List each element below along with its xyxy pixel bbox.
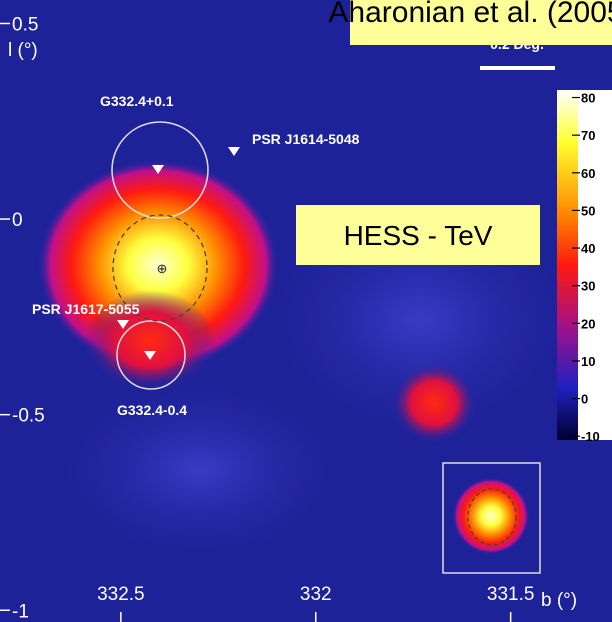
citation: Aharonian et al. (2005)	[328, 0, 612, 29]
centroid: ⊕	[157, 261, 168, 276]
colorbar-tick-label: 10	[581, 354, 595, 369]
x-tick-label: 332.5	[97, 584, 145, 605]
annotation: G332.4-0.4	[117, 402, 187, 418]
y-tick-label: 0.5	[12, 14, 38, 35]
y-axis-label: l (°)	[8, 40, 38, 61]
haze	[40, 370, 360, 570]
colorbar-tick-label: 60	[581, 166, 595, 181]
colorbar-tick-label: -10	[581, 429, 600, 444]
y-tick-label: -0.5	[12, 406, 45, 427]
instrument-label: HESS - TeV	[344, 220, 493, 251]
annotation: PSR J1614-5048	[252, 131, 360, 147]
emission-blob	[392, 363, 476, 443]
colorbar-tick-label: 30	[581, 279, 595, 294]
y-tick-label: 0	[12, 210, 23, 231]
x-tick-label: 331.5	[487, 584, 535, 605]
colorbar-tick-label: 0	[581, 392, 588, 407]
colorbar-tick-label: 70	[581, 128, 595, 143]
y-tick-label: -1	[12, 601, 29, 622]
colorbar-tick-label: 20	[581, 316, 595, 331]
colorbar	[557, 90, 578, 440]
x-axis-label: b (°)	[541, 590, 577, 611]
colorbar-tick-label: 40	[581, 241, 595, 256]
x-tick-label: 332	[300, 584, 332, 605]
annotation: PSR J1617-5055	[32, 301, 140, 317]
colorbar-tick-label: 80	[581, 91, 595, 106]
annotation: G332.4+0.1	[100, 93, 174, 109]
sky-map: ⊕ 0.2 Deg. G332.4+0.1 PSR J1614-5048 PSR…	[0, 0, 612, 622]
colorbar-tick-label: 50	[581, 203, 595, 218]
